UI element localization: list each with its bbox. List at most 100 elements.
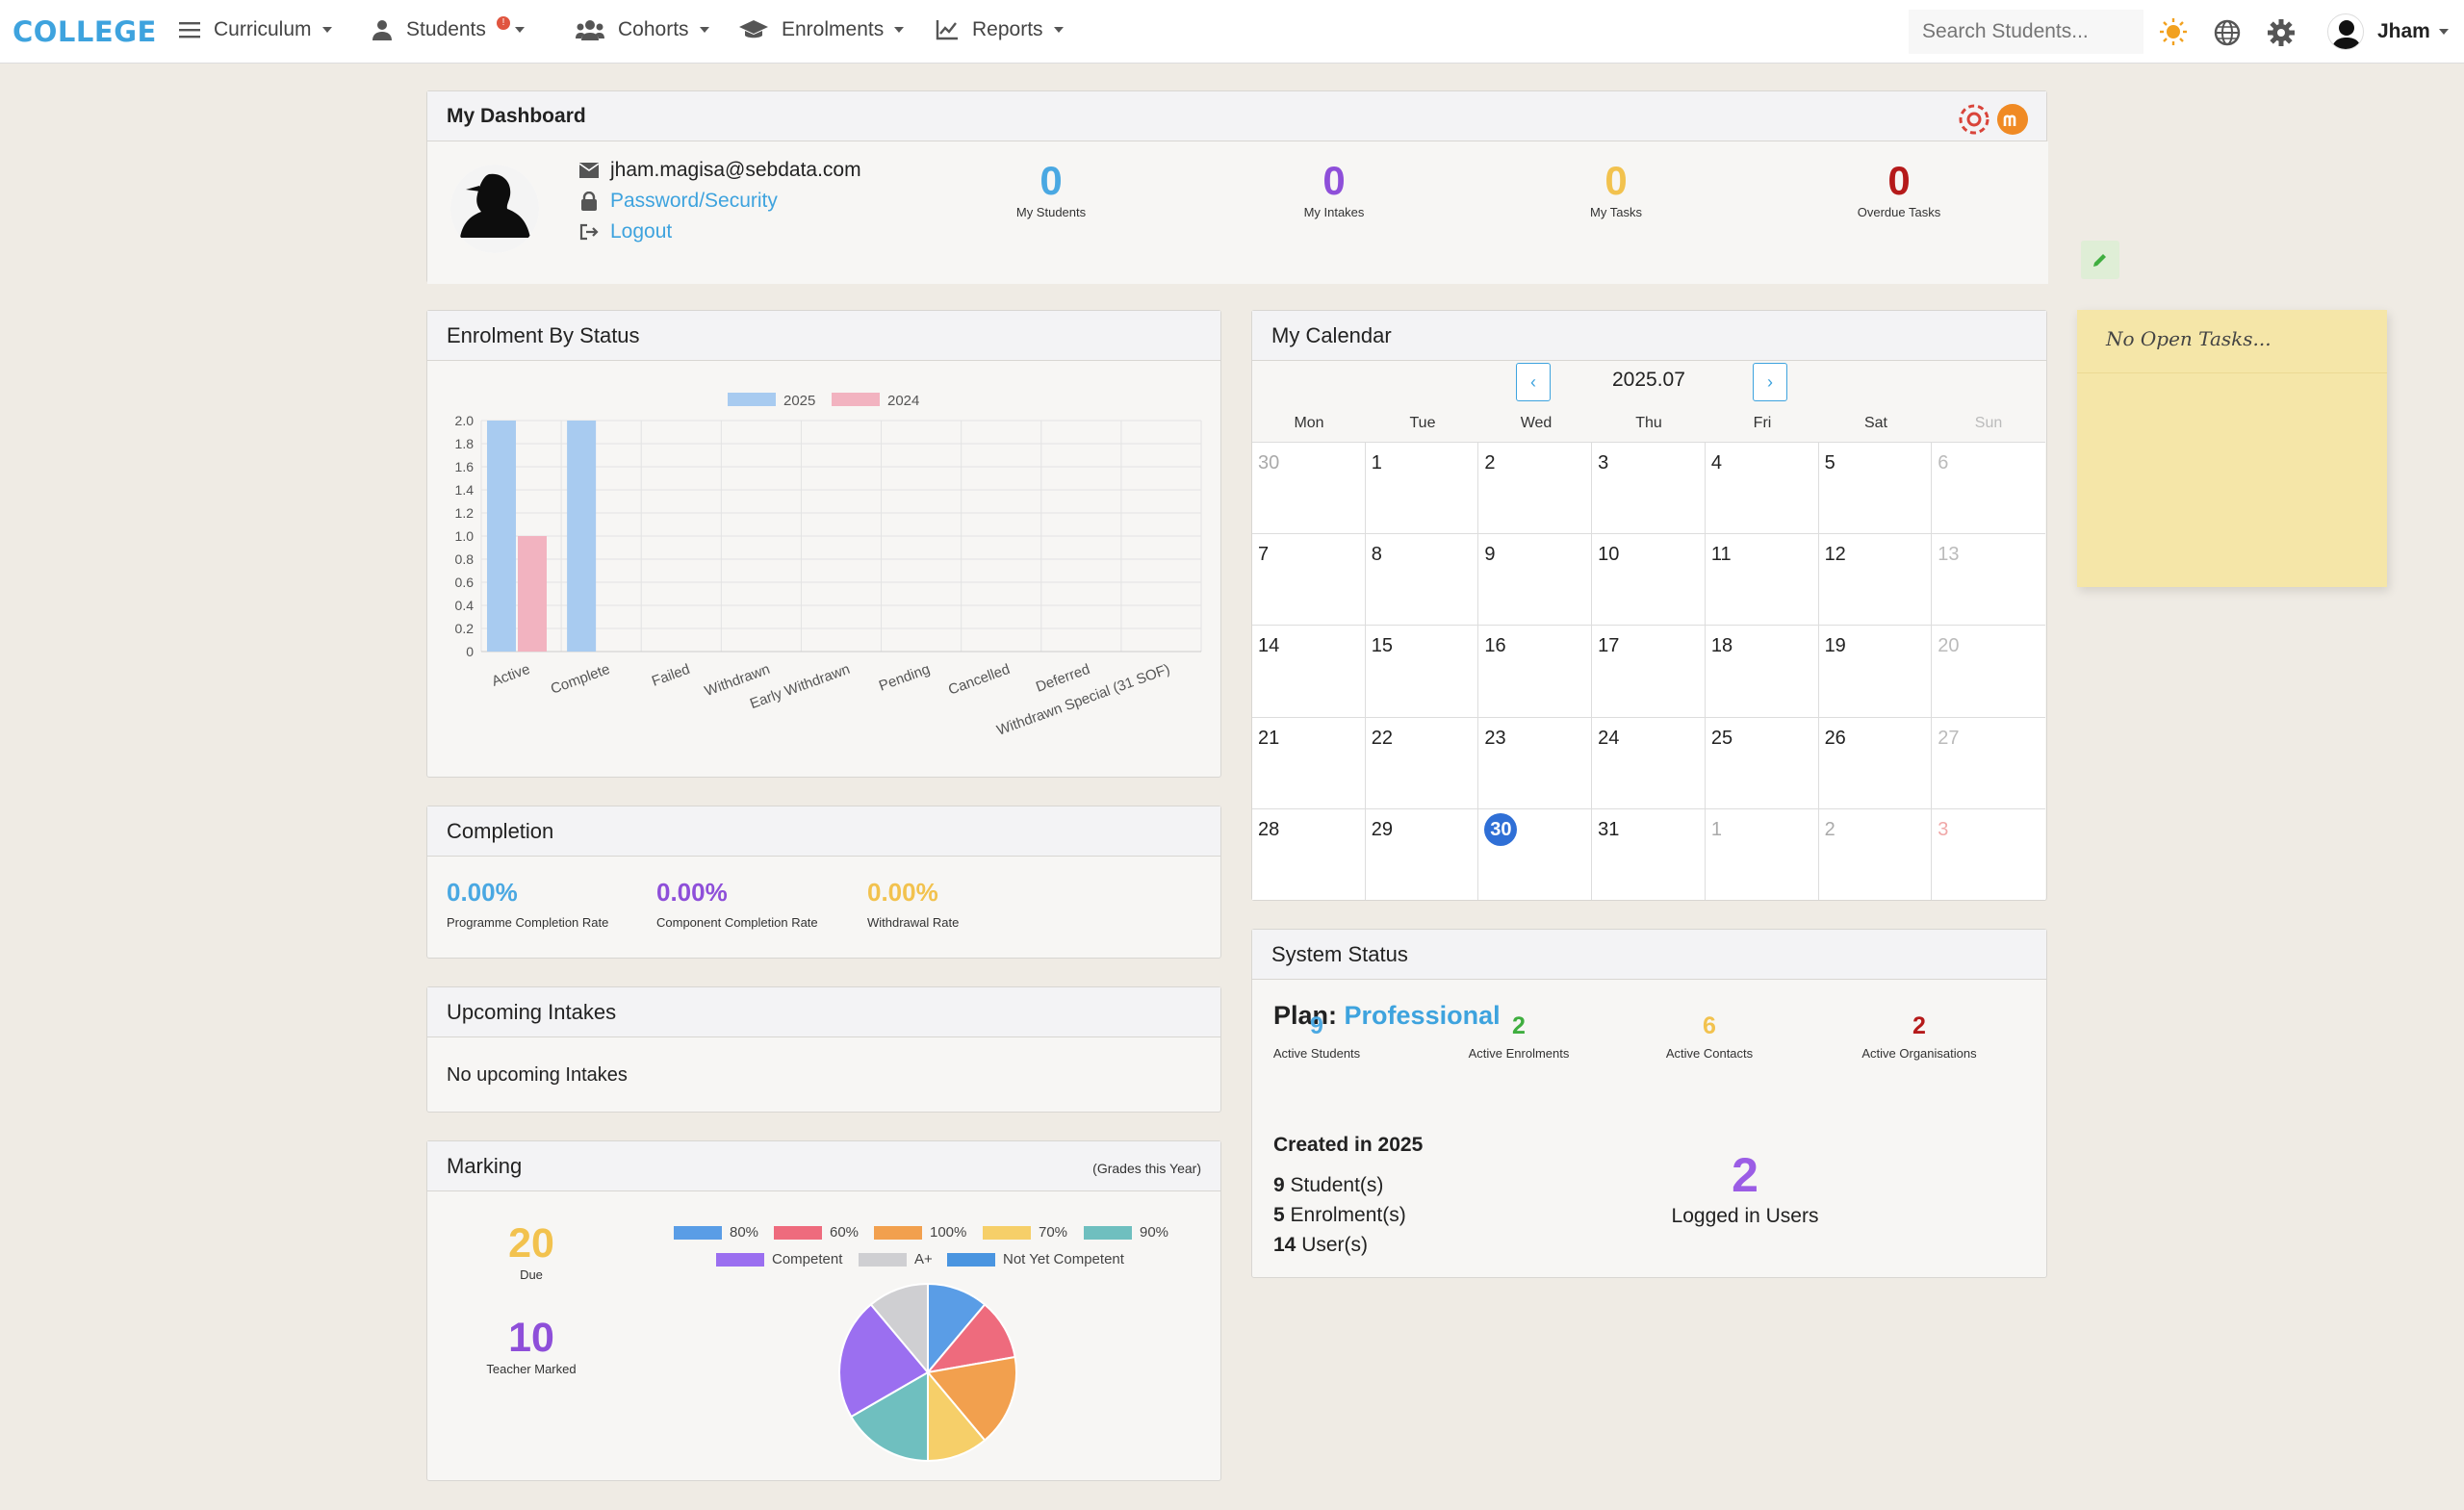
calendar-day[interactable]: 27 xyxy=(1932,716,2045,808)
calendar-day-today[interactable]: 30 xyxy=(1478,807,1593,900)
system-status-panel: System Status Plan: Professional 9 Activ… xyxy=(1251,929,2047,1278)
calendar-day[interactable]: 2 xyxy=(1478,442,1593,534)
legend-item-80[interactable]: 80% xyxy=(674,1224,758,1241)
calendar-day[interactable]: 24 xyxy=(1592,716,1706,808)
pie-slice-100-[interactable] xyxy=(926,1355,1017,1442)
stat-my-students[interactable]: 0 My Students xyxy=(974,157,1128,219)
calendar-day[interactable]: 14 xyxy=(1252,625,1366,717)
bar-2024-active[interactable] xyxy=(518,536,547,652)
legend-label: Not Yet Competent xyxy=(1003,1251,1124,1267)
calendar-day[interactable]: 6 xyxy=(1932,442,2045,533)
calendar-day[interactable]: 21 xyxy=(1252,716,1366,808)
sun-icon[interactable] xyxy=(2159,17,2188,51)
legend-label: Competent xyxy=(772,1251,843,1267)
calendar-day[interactable]: 9 xyxy=(1478,533,1593,626)
pie-slice-competent[interactable] xyxy=(838,1303,930,1419)
active-contacts[interactable]: 6 Active Contacts xyxy=(1628,1012,1791,1061)
day-of-week: Sat xyxy=(1863,415,1887,431)
legend-item-competent[interactable]: Competent xyxy=(716,1251,842,1267)
support-icon[interactable] xyxy=(1958,103,1990,141)
calendar-day[interactable]: 13 xyxy=(1932,533,2045,625)
bar-2025-active[interactable] xyxy=(487,421,516,652)
stat-overdue-tasks[interactable]: 0 Overdue Tasks xyxy=(1822,157,1976,219)
moodle-icon[interactable] xyxy=(1996,103,2029,141)
calendar-day-number: 8 xyxy=(1371,544,1382,566)
calendar-day[interactable]: 16 xyxy=(1478,625,1593,717)
logout-row[interactable]: Logout xyxy=(578,220,672,243)
globe-icon[interactable] xyxy=(2214,19,2241,51)
created-enrolments: 5 Enrolment(s) xyxy=(1273,1200,1406,1230)
calendar-day[interactable]: 18 xyxy=(1705,625,1819,717)
marking-due[interactable]: 20 Due xyxy=(445,1220,618,1282)
calendar-day[interactable]: 7 xyxy=(1252,533,1366,626)
calendar-day[interactable]: 23 xyxy=(1478,716,1593,808)
calendar-day[interactable]: 22 xyxy=(1365,716,1479,808)
pie-slice-60-[interactable] xyxy=(925,1303,1016,1374)
calendar-day[interactable]: 28 xyxy=(1252,807,1366,900)
calendar-day-number: 30 xyxy=(1484,812,1518,846)
calendar-day[interactable]: 1 xyxy=(1365,442,1479,534)
calendar-day[interactable]: 5 xyxy=(1818,442,1933,534)
calendar-day[interactable]: 25 xyxy=(1705,716,1819,808)
password-link[interactable]: Password/Security xyxy=(578,190,778,213)
calendar-day[interactable]: 15 xyxy=(1365,625,1479,717)
pie-slice-90-[interactable] xyxy=(849,1370,929,1463)
calendar-day[interactable]: 12 xyxy=(1818,533,1933,626)
panel-title: Upcoming Intakes xyxy=(427,987,1220,1037)
active-enrolments[interactable]: 2 Active Enrolments xyxy=(1437,1012,1601,1061)
stat-my-intakes[interactable]: 0 My Intakes xyxy=(1257,157,1411,219)
legend-item-70[interactable]: 70% xyxy=(983,1224,1067,1241)
nav-curriculum[interactable]: Curriculum xyxy=(179,18,332,41)
legend-label[interactable]: 2025 xyxy=(783,393,815,409)
calendar-day[interactable]: 2 xyxy=(1818,807,1933,900)
calendar-day[interactable]: 11 xyxy=(1705,533,1819,626)
calendar-day[interactable]: 17 xyxy=(1592,625,1706,717)
edit-note-button[interactable] xyxy=(2081,241,2119,279)
calendar-next-button[interactable]: › xyxy=(1753,363,1787,401)
gear-icon[interactable] xyxy=(2268,19,2295,51)
calendar-day[interactable]: 3 xyxy=(1592,442,1706,534)
legend-item-90[interactable]: 90% xyxy=(1084,1224,1168,1241)
sticky-note[interactable]: No Open Tasks... xyxy=(2077,310,2387,587)
calendar-day[interactable]: 3 xyxy=(1932,807,2045,900)
logout-link[interactable]: Logout xyxy=(610,220,673,243)
calendar-day[interactable]: 10 xyxy=(1592,533,1706,626)
marking-teacher-marked[interactable]: 10 Teacher Marked xyxy=(445,1315,618,1376)
pie-slice-a-[interactable] xyxy=(869,1282,929,1375)
calendar-day[interactable]: 26 xyxy=(1818,716,1933,808)
nav-reports[interactable]: Reports xyxy=(936,18,1064,41)
pie-slice-80-[interactable] xyxy=(927,1282,987,1375)
legend-item-60[interactable]: 60% xyxy=(774,1224,859,1241)
plan-value[interactable]: Professional xyxy=(1344,1001,1501,1030)
programme-completion-rate: 0.00% Programme Completion Rate xyxy=(447,878,608,930)
active-students[interactable]: 9 Active Students xyxy=(1235,1012,1399,1061)
bar-2025-complete[interactable] xyxy=(567,421,597,652)
legend-item-not-yet-competent[interactable]: Not Yet Competent xyxy=(947,1251,1124,1267)
calendar-prev-button[interactable]: ‹ xyxy=(1516,363,1551,401)
calendar-day[interactable]: 30 xyxy=(1252,442,1366,534)
legend-label[interactable]: 2024 xyxy=(887,393,919,409)
nav-students[interactable]: Students ! xyxy=(372,16,525,41)
active-organisations[interactable]: 2 Active Organisations xyxy=(1837,1012,2001,1061)
legend-item-100[interactable]: 100% xyxy=(874,1224,966,1241)
y-tick-label: 1.4 xyxy=(455,482,475,498)
calendar-day[interactable]: 29 xyxy=(1365,807,1479,900)
password-security-link[interactable]: Password/Security xyxy=(610,190,778,212)
legend-item-aplus[interactable]: A+ xyxy=(859,1251,933,1267)
calendar-day[interactable]: 31 xyxy=(1592,807,1706,900)
calendar-day[interactable]: 8 xyxy=(1365,533,1479,626)
stat-my-tasks[interactable]: 0 My Tasks xyxy=(1539,157,1693,219)
pie-slice-70-[interactable] xyxy=(927,1369,987,1463)
rate-value: 0.00% xyxy=(656,878,728,907)
brand-logo[interactable]: COLLEGE xyxy=(13,15,157,48)
calendar-grid: 30 1 2 3 4 5 6 7 8 9 10 11 12 13 14 15 16 17 18 19 20 21 22 23 2… xyxy=(1252,442,2045,900)
search-students-input[interactable] xyxy=(1909,10,2143,54)
nav-cohorts[interactable]: Cohorts xyxy=(576,18,709,41)
nav-enrolments[interactable]: Enrolments xyxy=(739,18,905,41)
calendar-day[interactable]: 20 xyxy=(1932,625,2045,716)
calendar-day[interactable]: 19 xyxy=(1818,625,1933,717)
calendar-day[interactable]: 1 xyxy=(1705,807,1819,900)
logged-in-users[interactable]: 2 Logged in Users xyxy=(1649,1147,1841,1228)
user-menu[interactable]: Jham xyxy=(2327,13,2449,50)
calendar-day[interactable]: 4 xyxy=(1705,442,1819,534)
